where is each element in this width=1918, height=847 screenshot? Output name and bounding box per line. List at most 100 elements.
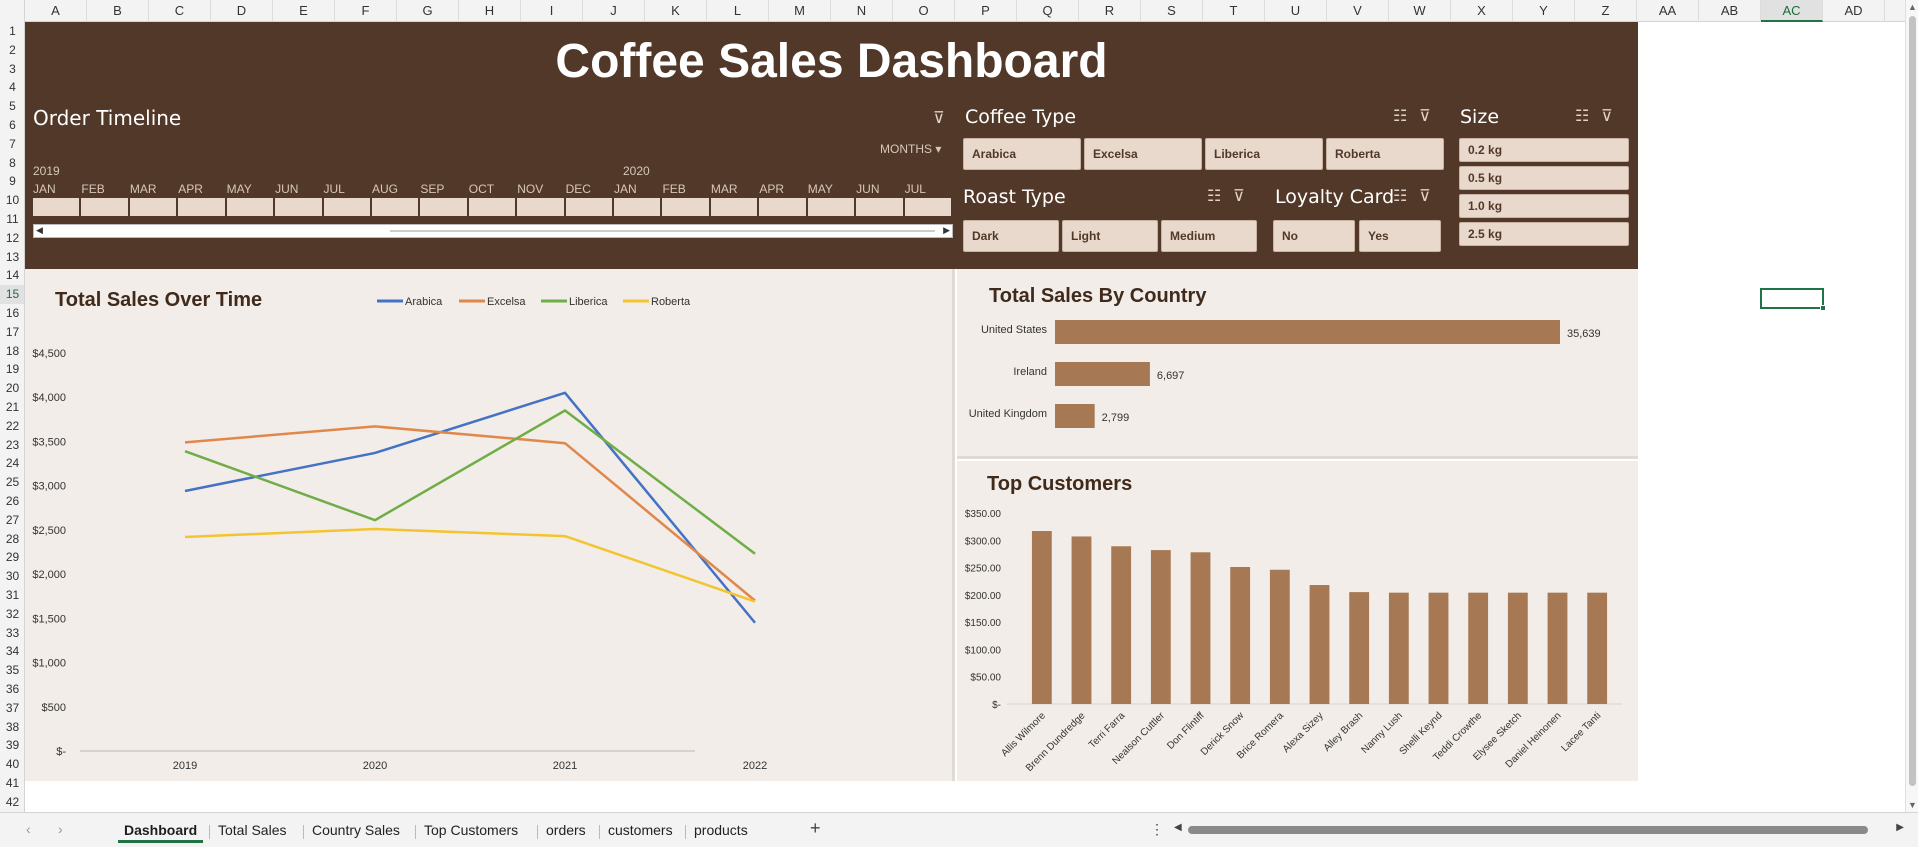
- sheet-tab[interactable]: orders: [546, 822, 586, 838]
- column-header[interactable]: B: [87, 0, 149, 22]
- sales-by-country-chart[interactable]: Total Sales By Country United States 35,6…: [957, 269, 1638, 459]
- slicer-button-coffee-type[interactable]: Liberica: [1205, 138, 1323, 170]
- timeline-month-cell[interactable]: [420, 198, 469, 216]
- column-header[interactable]: AA: [1637, 0, 1699, 22]
- row-header[interactable]: 17: [5, 324, 20, 339]
- column-header[interactable]: Q: [1017, 0, 1079, 22]
- column-header[interactable]: W: [1389, 0, 1451, 22]
- timeline-month-cell[interactable]: [371, 198, 421, 216]
- row-header[interactable]: 36: [5, 682, 20, 696]
- row-header[interactable]: 32: [5, 606, 20, 621]
- slicer-button-coffee-type[interactable]: Excelsa: [1084, 138, 1202, 170]
- row-header[interactable]: 19: [5, 362, 20, 377]
- chevron-right-icon[interactable]: ›: [58, 821, 63, 837]
- multi-select-icon[interactable]: ☷: [1393, 108, 1408, 125]
- row-header[interactable]: 1: [9, 24, 16, 38]
- column-header[interactable]: Y: [1513, 0, 1575, 22]
- row-header[interactable]: 8: [9, 155, 16, 170]
- slicer-button-loyalty-card[interactable]: No: [1273, 220, 1355, 252]
- horizontal-scroll-thumb[interactable]: [1188, 826, 1868, 834]
- column-header[interactable]: J: [583, 0, 645, 22]
- timeline-month-cell[interactable]: [759, 198, 808, 216]
- timeline-month-cell[interactable]: [178, 198, 227, 216]
- row-header[interactable]: 4: [9, 80, 16, 95]
- fill-handle[interactable]: [1820, 305, 1826, 311]
- timeline-month-cell[interactable]: [468, 198, 518, 216]
- row-header[interactable]: 15: [0, 285, 24, 304]
- row-header[interactable]: 40: [5, 757, 20, 772]
- row-header[interactable]: 27: [5, 512, 20, 527]
- row-header[interactable]: 20: [5, 381, 20, 396]
- timeline-month-cell[interactable]: [517, 198, 566, 216]
- row-header[interactable]: 26: [5, 494, 20, 508]
- slicer-button-size[interactable]: 2.5 kg: [1459, 222, 1629, 246]
- row-header[interactable]: 33: [5, 625, 20, 640]
- timeline-period-bar[interactable]: [33, 198, 954, 216]
- multi-select-icon[interactable]: ☷: [1393, 188, 1408, 205]
- slicer-button-roast-type[interactable]: Medium: [1161, 220, 1257, 252]
- row-header[interactable]: 38: [5, 719, 20, 734]
- column-header[interactable]: L: [707, 0, 769, 22]
- row-header[interactable]: 11: [6, 212, 19, 226]
- horizontal-scrollbar[interactable]: ◀ ▶: [1172, 822, 1906, 837]
- column-header[interactable]: E: [273, 0, 335, 22]
- row-header[interactable]: 3: [9, 61, 16, 76]
- row-header[interactable]: 12: [5, 230, 20, 245]
- sheet-tab[interactable]: customers: [608, 822, 673, 838]
- row-header[interactable]: 29: [5, 550, 20, 565]
- row-header[interactable]: 2: [9, 42, 16, 57]
- column-header[interactable]: H: [459, 0, 521, 22]
- sheet-tab[interactable]: products: [694, 822, 748, 838]
- clear-filter-icon[interactable]: ⊽: [933, 110, 945, 127]
- row-header[interactable]: 35: [5, 663, 20, 678]
- scroll-down-icon[interactable]: ▼: [1908, 800, 1917, 810]
- column-header[interactable]: I: [521, 0, 583, 22]
- timeline-month-cell[interactable]: [33, 198, 82, 216]
- row-header[interactable]: 25: [5, 475, 20, 490]
- slicer-button-roast-type[interactable]: Light: [1062, 220, 1158, 252]
- slicer-button-size[interactable]: 0.5 kg: [1459, 166, 1629, 190]
- slicer-button-coffee-type[interactable]: Arabica: [963, 138, 1081, 170]
- row-header[interactable]: 24: [5, 456, 20, 471]
- multi-select-icon[interactable]: ☷: [1207, 188, 1222, 205]
- column-header[interactable]: N: [831, 0, 893, 22]
- column-header[interactable]: V: [1327, 0, 1389, 22]
- scroll-right-icon[interactable]: ▶: [943, 225, 950, 235]
- chevron-left-icon[interactable]: ‹: [26, 821, 31, 837]
- row-header[interactable]: 22: [5, 418, 20, 433]
- timeline-month-cell[interactable]: [807, 198, 857, 216]
- row-header[interactable]: 5: [9, 99, 16, 114]
- column-header[interactable]: AB: [1699, 0, 1761, 22]
- column-header[interactable]: P: [955, 0, 1017, 22]
- active-cell-cursor[interactable]: [1760, 288, 1826, 311]
- multi-select-icon[interactable]: ☷: [1575, 108, 1590, 125]
- row-header[interactable]: 42: [5, 794, 20, 809]
- select-all-corner[interactable]: [0, 0, 25, 22]
- row-header[interactable]: 28: [5, 531, 20, 546]
- timeline-month-cell[interactable]: [226, 198, 276, 216]
- row-header[interactable]: 10: [5, 193, 20, 208]
- sheet-tab[interactable]: Dashboard: [118, 819, 204, 843]
- clear-filter-icon[interactable]: ⊽: [1601, 108, 1613, 125]
- timeline-scrollbar[interactable]: ◀ ▶: [33, 224, 953, 238]
- column-header[interactable]: A: [25, 0, 87, 22]
- column-header[interactable]: S: [1141, 0, 1203, 22]
- sheet-tab[interactable]: Total Sales: [218, 822, 287, 838]
- slicer-button-size[interactable]: 1.0 kg: [1459, 194, 1629, 218]
- row-header[interactable]: 30: [5, 569, 20, 584]
- column-header[interactable]: T: [1203, 0, 1265, 22]
- vertical-scrollbar[interactable]: ▲ ▼: [1905, 0, 1918, 812]
- timeline-month-cell[interactable]: [323, 198, 372, 216]
- row-header[interactable]: 21: [5, 400, 20, 414]
- scroll-left-icon[interactable]: ◀: [1174, 822, 1182, 833]
- row-header[interactable]: 14: [5, 268, 20, 283]
- add-sheet-button[interactable]: +: [810, 818, 821, 838]
- scroll-up-icon[interactable]: ▲: [1908, 2, 1917, 12]
- column-header[interactable]: R: [1079, 0, 1141, 22]
- slicer-button-size[interactable]: 0.2 kg: [1459, 138, 1629, 162]
- timeline-month-cell[interactable]: [904, 198, 954, 216]
- column-header[interactable]: G: [397, 0, 459, 22]
- timeline-month-cell[interactable]: [275, 198, 324, 216]
- vertical-scroll-thumb[interactable]: [1909, 16, 1916, 786]
